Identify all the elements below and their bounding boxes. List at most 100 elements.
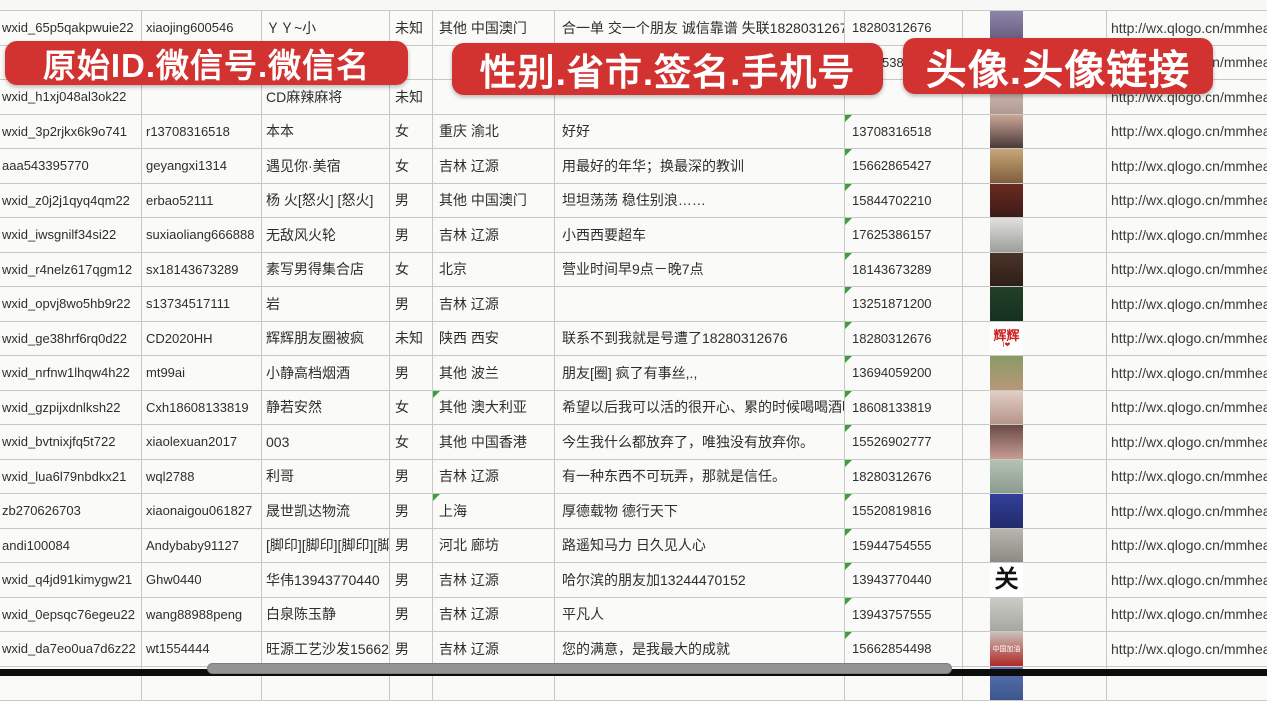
cell-wechat-id[interactable]: s13734517111 [142,287,262,321]
cell-avatar-url[interactable]: http://wx.qlogo.cn/mmhead [1107,529,1267,563]
cell-phone[interactable]: 18280312676 [845,460,963,494]
cell-avatar-url[interactable]: http://wx.qlogo.cn/mmhead [1107,149,1267,183]
cell-nickname[interactable]: 杨 火[怒火] [怒火] [262,184,390,218]
cell-signature[interactable]: 今生我什么都放弃了，唯独没有放弃你。 [555,425,845,459]
cell-wechat-id[interactable]: mt99ai [142,356,262,390]
cell-gender[interactable]: 女 [390,115,433,149]
cell-avatar[interactable]: 关 [963,563,1107,597]
cell-region[interactable]: 吉林 辽源 [433,632,555,666]
cell-original-id[interactable]: wxid_ge38hrf6rq0d22 [0,322,142,356]
cell-signature[interactable]: 希望以后我可以活的很开心、累的时候喝喝酒吹吹[ [555,391,845,425]
avatar-image[interactable] [990,598,1023,632]
cell-gender[interactable]: 男 [390,356,433,390]
cell-region[interactable]: 吉林 辽源 [433,598,555,632]
cell-original-id[interactable]: wxid_r4nelz617qgm12 [0,253,142,287]
cell-gender[interactable]: 男 [390,184,433,218]
cell-original-id[interactable]: wxid_da7eo0ua7d6z22 [0,632,142,666]
cell-nickname[interactable]: 003 [262,425,390,459]
cell-phone[interactable]: 13943770440 [845,563,963,597]
avatar-image[interactable] [990,391,1023,425]
cell-avatar-url[interactable]: http://wx.qlogo.cn/mmhead [1107,598,1267,632]
cell-wechat-id[interactable]: suxiaoliang666888 [142,218,262,252]
cell-region[interactable]: 其他 中国澳门 [433,11,555,45]
cell-avatar-url[interactable]: http://wx.qlogo.cn/mmhead [1107,460,1267,494]
cell-avatar-url[interactable]: http://wx.qlogo.cn/mmhead [1107,287,1267,321]
cell-avatar[interactable] [963,356,1107,390]
cell-nickname[interactable]: [脚印][脚印][脚印][脚印 [262,529,390,563]
cell-gender[interactable]: 女 [390,391,433,425]
cell-phone[interactable]: 18143673289 [845,253,963,287]
cell-phone[interactable]: 13251871200 [845,287,963,321]
cell-signature[interactable]: 营业时间早9点－晚7点 [555,253,845,287]
cell-wechat-id[interactable]: Andybaby91127 [142,529,262,563]
cell-original-id[interactable]: wxid_3p2rjkx6k9o741 [0,115,142,149]
avatar-image[interactable] [990,287,1023,321]
avatar-image[interactable] [990,460,1023,494]
cell-wechat-id[interactable]: CD2020HH [142,322,262,356]
cell-avatar[interactable]: 中国加油 [963,632,1107,666]
avatar-image[interactable] [990,494,1023,528]
cell-original-id[interactable]: andi100084 [0,529,142,563]
cell-wechat-id[interactable]: r13708316518 [142,115,262,149]
cell-nickname[interactable]: 利哥 [262,460,390,494]
cell-signature[interactable]: 联系不到我就是号遭了18280312676 [555,322,845,356]
cell-avatar-url[interactable]: http://wx.qlogo.cn/mmhead [1107,322,1267,356]
cell-nickname[interactable]: 华伟13943770440 [262,563,390,597]
cell-phone[interactable]: 15662854498 [845,632,963,666]
cell-gender[interactable]: 女 [390,149,433,183]
cell-phone[interactable]: 15844702210 [845,184,963,218]
cell-signature[interactable]: 朋友[圈] 疯了有事丝,., [555,356,845,390]
cell-wechat-id[interactable]: geyangxi1314 [142,149,262,183]
cell-gender[interactable]: 男 [390,563,433,597]
cell-avatar-url[interactable]: http://wx.qlogo.cn/mmhead [1107,356,1267,390]
cell-phone[interactable]: 18280312676 [845,322,963,356]
cell-region[interactable]: 北京 [433,253,555,287]
cell-phone[interactable]: 13708316518 [845,115,963,149]
cell-gender[interactable]: 未知 [390,80,433,114]
cell-original-id[interactable]: wxid_0epsqc76egeu22 [0,598,142,632]
cell-phone[interactable]: 17625386157 [845,218,963,252]
cell-original-id[interactable]: wxid_iwsgnilf34si22 [0,218,142,252]
cell-nickname[interactable]: 本本 [262,115,390,149]
cell-wechat-id[interactable]: xiaolexuan2017 [142,425,262,459]
cell-phone[interactable]: 15662865427 [845,149,963,183]
avatar-image[interactable]: 关 [990,563,1023,597]
cell-signature[interactable]: 有一种东西不可玩弄，那就是信任。 [555,460,845,494]
cell-avatar[interactable] [963,391,1107,425]
cell-gender[interactable]: 男 [390,287,433,321]
cell-wechat-id[interactable]: Cxh18608133819 [142,391,262,425]
cell-avatar[interactable] [963,529,1107,563]
cell-signature[interactable]: 平凡人 [555,598,845,632]
cell-gender[interactable]: 男 [390,218,433,252]
cell-region[interactable]: 重庆 渝北 [433,115,555,149]
cell-avatar-url[interactable]: http://wx.qlogo.cn/mmhead, [1107,632,1267,666]
cell-wechat-id[interactable]: erbao52111 [142,184,262,218]
cell-region[interactable]: 上海 [433,494,555,528]
cell-nickname[interactable]: 静若安然 [262,391,390,425]
cell-region[interactable]: 吉林 辽源 [433,218,555,252]
cell-wechat-id[interactable]: sx18143673289 [142,253,262,287]
cell-original-id[interactable]: wxid_nrfnw1lhqw4h22 [0,356,142,390]
cell-original-id[interactable]: aaa543395770 [0,149,142,183]
cell-region[interactable]: 陕西 西安 [433,322,555,356]
cell-avatar-url[interactable]: http://wx.qlogo.cn/mmhead [1107,253,1267,287]
video-progress-thumb[interactable] [207,663,952,674]
cell-gender[interactable]: 男 [390,598,433,632]
cell-signature[interactable]: 小西西要超车 [555,218,845,252]
cell-avatar[interactable] [963,460,1107,494]
cell-signature[interactable]: 用最好的年华；换最深的教训 [555,149,845,183]
cell-nickname[interactable]: 无敌风火轮 [262,218,390,252]
cell-phone[interactable]: 15944754555 [845,529,963,563]
cell-original-id[interactable]: wxid_q4jd91kimygw21 [0,563,142,597]
cell-nickname[interactable]: 辉辉朋友圈被疯 [262,322,390,356]
cell-signature[interactable]: 好好 [555,115,845,149]
cell-avatar-url[interactable]: http://wx.qlogo.cn/mmhead [1107,425,1267,459]
cell-nickname[interactable]: 素写男得集合店 [262,253,390,287]
cell-phone[interactable]: 15526902777 [845,425,963,459]
cell-avatar[interactable] [963,494,1107,528]
cell-signature[interactable]: 合一单 交一个朋友 诚信靠谱 失联18280312676 [555,11,845,45]
cell-region[interactable]: 吉林 辽源 [433,149,555,183]
cell-phone[interactable]: 15520819816 [845,494,963,528]
cell-region[interactable]: 其他 澳大利亚 [433,391,555,425]
